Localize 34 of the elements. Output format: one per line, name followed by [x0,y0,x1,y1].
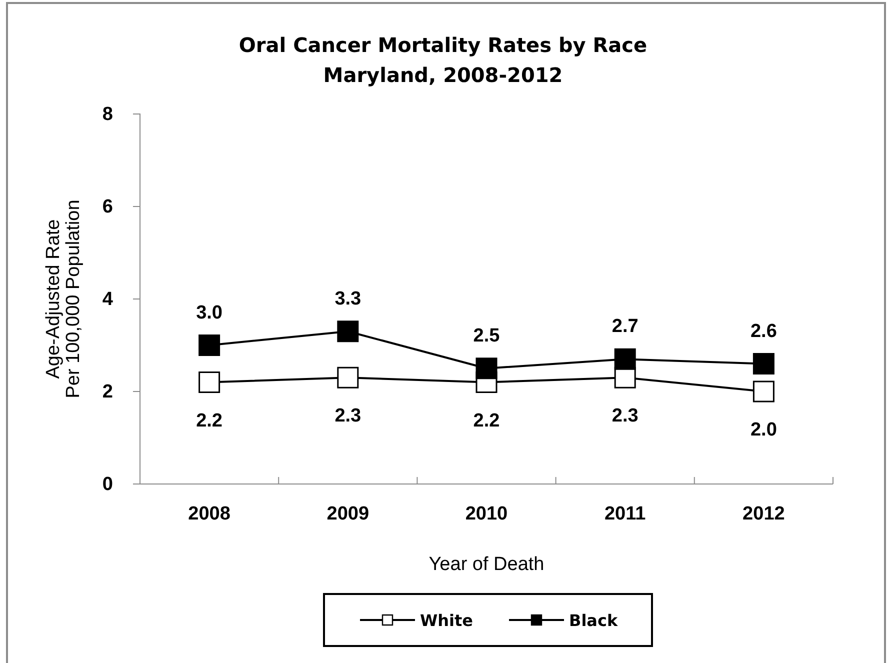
point [752,353,774,374]
data-label: 3.3 [334,288,362,310]
point [614,348,636,370]
data-label: 2.3 [334,406,362,427]
legend-label: Black [569,611,618,630]
x-tick-label: 2011 [604,503,646,524]
data-label: 2.3 [612,406,638,427]
data-label: 2.7 [612,316,638,338]
x-tick-label: 2009 [326,503,370,524]
y-axis-title: Age-Adjusted Rate Per 100,000 Population [43,200,84,398]
y-tick-label: 8 [102,104,113,126]
y-tick-label: 0 [102,474,113,496]
y-tick-label: 4 [102,289,114,310]
x-tick-label: 2008 [188,503,230,524]
point [198,334,220,356]
data-label: 2.6 [750,320,777,342]
x-axis-title: Year of Death [428,554,544,575]
chart-title: Oral Cancer Mortality Rates by Race [238,33,648,57]
chart-subtitle: Maryland, 2008-2012 [323,63,563,87]
data-label: 2.5 [473,325,500,346]
point [198,372,220,393]
data-label: 2.0 [750,420,777,440]
y-tick-label: 2 [102,382,113,403]
point [337,366,359,388]
point [337,320,359,342]
point [476,358,498,380]
data-label: 2.2 [473,410,500,432]
data-label: 3.0 [196,302,223,324]
x-tick-label: 2012 [742,503,785,524]
legend-label: White [420,611,474,630]
x-tick-label: 2010 [465,503,508,524]
y-tick-label: 6 [102,196,113,218]
point [752,380,774,402]
data-label: 2.2 [196,410,223,432]
